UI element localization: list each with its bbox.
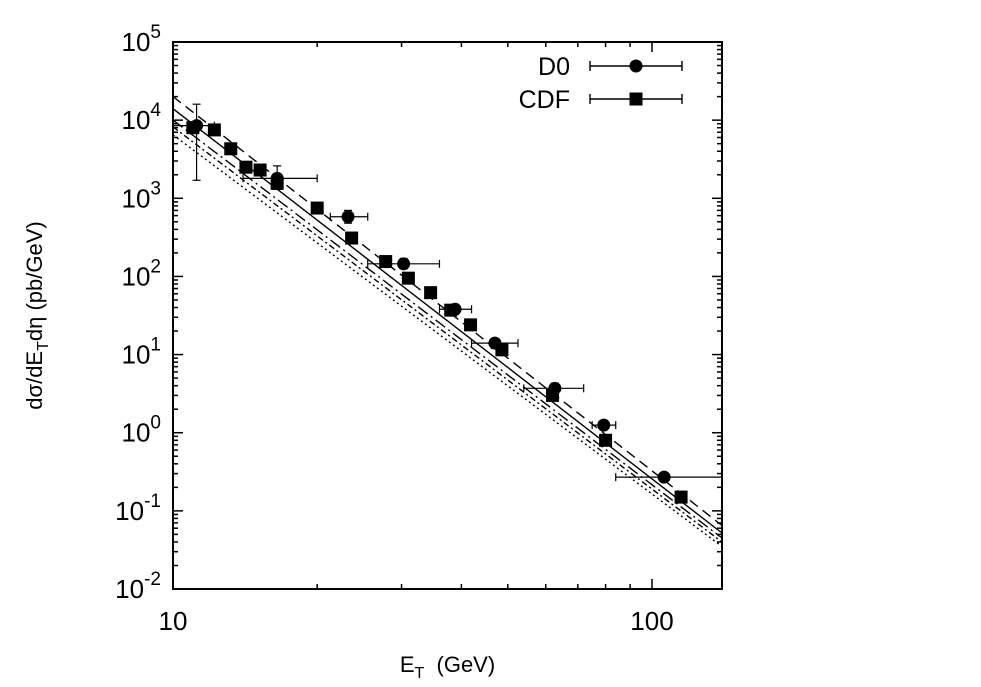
data-point-cdf [186, 121, 200, 135]
x-axis-title-main: E [400, 652, 415, 677]
legend: D0 CDF [519, 53, 683, 114]
y-tick-label: 104 [122, 100, 162, 135]
data-point-cdf [444, 303, 458, 317]
y-tick-label-exponent: 5 [150, 22, 161, 43]
y-tick-label: 103 [122, 178, 162, 213]
data-point-cdf [401, 271, 415, 285]
data-point-cdf [207, 123, 221, 137]
plot-frame [172, 41, 723, 590]
x-tick-label: 10 [159, 606, 188, 636]
y-axis-title: dσ/dETdη (pb/GeV) [22, 221, 52, 409]
y-axis-title-post: dη (pb/GeV) [22, 221, 47, 341]
theory-curve-dotted [172, 134, 723, 548]
y-tick-label: 10-2 [115, 569, 161, 604]
data-point-cdf [424, 286, 438, 300]
y-tick-label-exponent: -2 [144, 569, 161, 590]
legend-label-cdf: CDF [519, 86, 570, 114]
y-tick-label-exponent: 2 [150, 256, 161, 277]
y-tick-label-mantissa: 10 [122, 340, 151, 370]
data-point-cdf [310, 201, 324, 215]
data-point-cdf [674, 490, 688, 504]
x-axis-title-rest: (GeV) [424, 652, 495, 677]
y-tick-label-mantissa: 10 [115, 574, 144, 604]
theory-curve-dashdot [172, 119, 723, 539]
data-point-cdf [546, 388, 560, 402]
data-point-cdf [464, 318, 478, 332]
data-point-cdf [379, 255, 393, 269]
data-point-d0 [597, 418, 611, 432]
y-tick-label: 101 [122, 335, 162, 370]
y-tick-label: 105 [122, 22, 162, 57]
y-tick-label: 102 [122, 256, 162, 291]
y-tick-label: 10-1 [115, 491, 161, 526]
data-point-cdf [599, 433, 613, 447]
legend-marker-cdf [629, 92, 643, 106]
x-tick-label: 100 [630, 606, 673, 636]
y-tick-label-exponent: 1 [150, 335, 161, 356]
data-point-cdf [495, 343, 509, 357]
legend-marker-d0 [629, 59, 643, 73]
data-point-d0 [657, 470, 671, 484]
y-tick-label-mantissa: 10 [122, 27, 151, 57]
y-tick-label-mantissa: 10 [122, 261, 151, 291]
data-point-d0 [397, 257, 411, 271]
y-tick-label-mantissa: 10 [122, 183, 151, 213]
y-tick-label-exponent: 4 [150, 100, 161, 121]
theory-curve-dashdot2 [172, 126, 723, 543]
data-point-cdf [253, 163, 267, 177]
y-tick-label-mantissa: 10 [122, 105, 151, 135]
data-points [172, 103, 723, 504]
data-point-cdf [345, 231, 359, 245]
y-tick-label-exponent: 0 [150, 413, 161, 434]
legend-label-d0: D0 [538, 53, 570, 81]
data-point-cdf [239, 160, 253, 174]
data-point-d0 [341, 210, 355, 224]
y-tick-label: 100 [122, 413, 162, 448]
y-tick-label-mantissa: 10 [115, 496, 144, 526]
y-tick-label-exponent: 3 [150, 178, 161, 199]
data-point-cdf [270, 176, 284, 190]
theory-curve-solid [172, 108, 723, 534]
y-tick-label-exponent: -1 [144, 491, 161, 512]
x-axis-title-sub: T [415, 665, 425, 682]
y-axis-title-pre: dσ/dE [22, 351, 47, 410]
y-axis-title-sub: T [35, 341, 52, 351]
x-axis-title: ET (GeV) [400, 652, 495, 682]
data-point-cdf [224, 142, 238, 156]
y-tick-label-mantissa: 10 [122, 418, 151, 448]
